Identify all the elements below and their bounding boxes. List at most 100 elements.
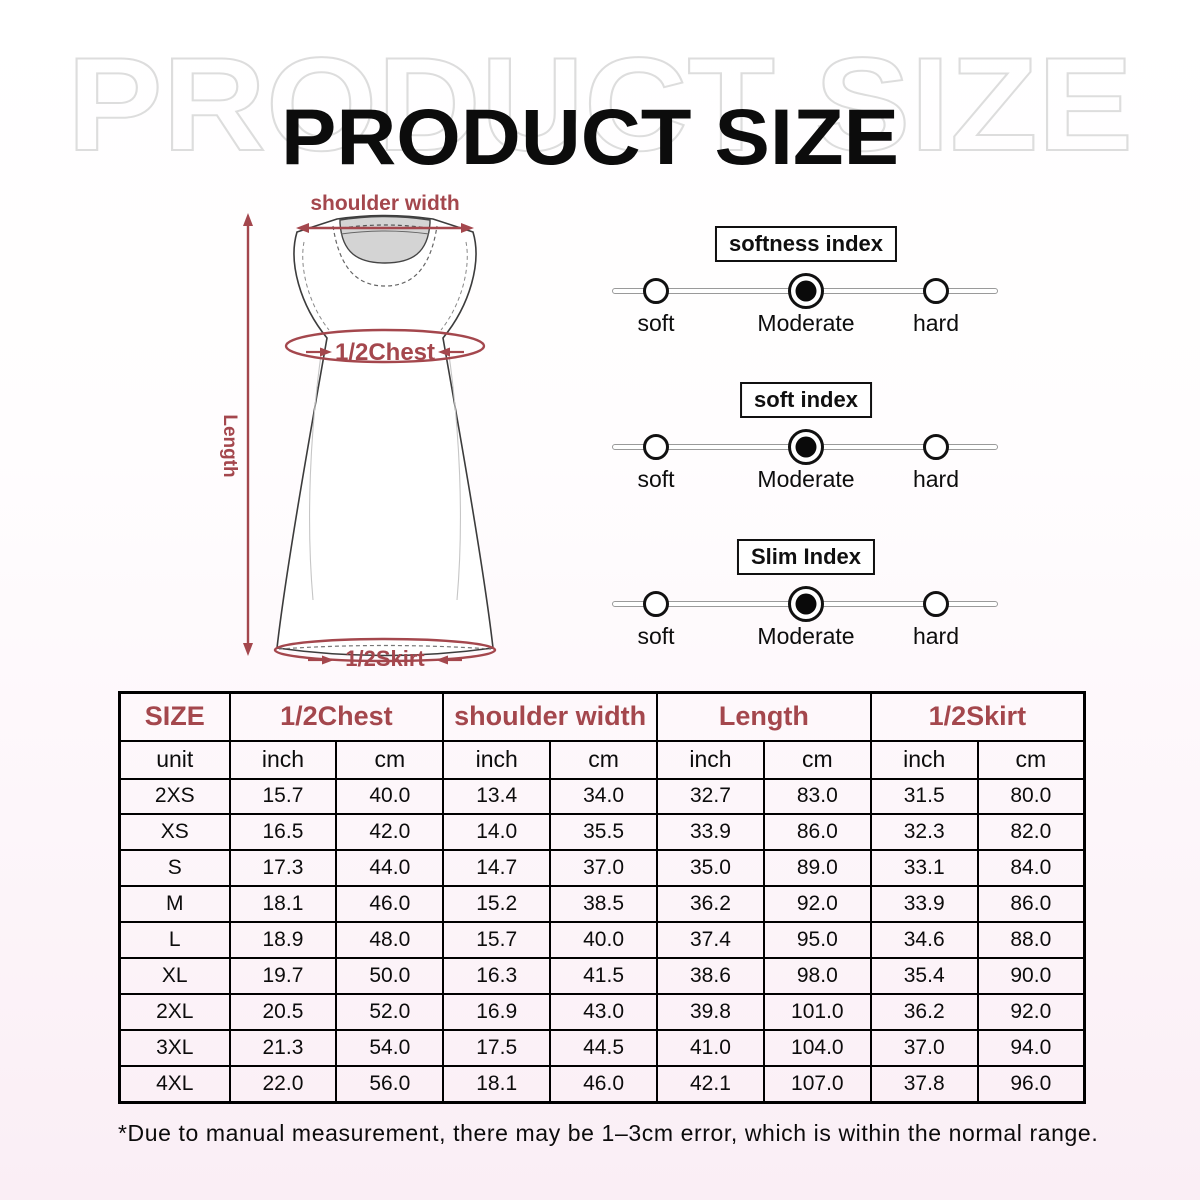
value-cell: 89.0 (762, 849, 872, 888)
slider-title-box: softness index (714, 226, 898, 262)
value-cell: 104.0 (762, 1028, 872, 1067)
value-cell: 15.7 (442, 921, 552, 960)
value-cell: 37.8 (869, 1064, 979, 1104)
value-cell: 40.0 (549, 921, 658, 960)
value-cell: 35.0 (656, 849, 765, 888)
value-cell: 42.0 (335, 813, 445, 852)
value-cell: 33.1 (869, 849, 979, 888)
value-cell: 16.9 (442, 993, 552, 1031)
slider-title-box: soft index (740, 382, 872, 418)
value-cell: 82.0 (976, 813, 1086, 852)
value-cell: 101.0 (762, 993, 872, 1031)
drape-line-left (309, 347, 323, 601)
value-cell: 42.1 (656, 1064, 765, 1104)
armhole-stitch-right (440, 241, 468, 331)
armhole-stitch-left (302, 241, 330, 331)
value-cell: 33.9 (869, 885, 979, 924)
value-cell: 13.4 (442, 777, 552, 816)
option-label-hard: hard (912, 466, 960, 492)
value-cell: 21.3 (228, 1028, 338, 1067)
unit-cell: inch (442, 739, 552, 780)
slider-dot-hard (923, 434, 949, 460)
value-cell: 16.5 (228, 813, 338, 852)
value-cell: 44.5 (549, 1028, 658, 1067)
dress-outline (276, 214, 494, 657)
page-title-ghost: PRODUCT SIZE (67, 31, 1133, 179)
measurement-footnote: *Due to manual measurement, there may be… (118, 1120, 1099, 1146)
value-cell: 14.0 (442, 813, 552, 852)
slider-dot-soft (643, 591, 669, 617)
value-cell: 83.0 (762, 777, 872, 816)
group-header: 1/2Skirt (869, 691, 1086, 742)
value-cell: 22.0 (228, 1064, 338, 1104)
value-cell: 19.7 (228, 957, 338, 996)
value-cell: 38.5 (549, 885, 658, 924)
size-col-header: SIZE (118, 691, 231, 742)
back-collar-dash (341, 224, 429, 229)
value-cell: 18.1 (442, 1064, 552, 1104)
table-header-row: SIZE 1/2Chest shoulder width Length 1/2Skirt (118, 691, 1086, 742)
value-cell: 41.5 (549, 957, 658, 996)
value-cell: 98.0 (762, 957, 872, 996)
value-cell: 15.2 (442, 885, 552, 924)
value-cell: 38.6 (656, 957, 765, 996)
value-cell: 41.0 (656, 1028, 765, 1067)
value-cell: 92.0 (762, 885, 872, 924)
value-cell: 86.0 (762, 813, 872, 852)
length-label: Length (219, 414, 240, 478)
half-chest-label: 1/2Chest (334, 339, 436, 366)
value-cell: 37.0 (549, 849, 658, 888)
value-cell: 52.0 (335, 993, 445, 1031)
value-cell: 56.0 (335, 1064, 445, 1104)
slider-title-box: Slim Index (736, 539, 876, 575)
unit-cell: inch (869, 739, 979, 780)
value-cell: 18.9 (228, 921, 338, 960)
value-cell: 95.0 (762, 921, 872, 960)
unit-cell: inch (656, 739, 765, 780)
unit-cell: inch (228, 739, 338, 780)
value-cell: 39.8 (656, 993, 765, 1031)
value-cell: 14.7 (442, 849, 552, 888)
value-cell: 96.0 (976, 1064, 1086, 1104)
table-row: XL 19.7 50.0 16.3 41.5 38.6 98.0 35.4 90.0 (118, 957, 1086, 996)
half-skirt-label: 1/2Skirt (345, 646, 425, 671)
unit-label-cell: unit (118, 739, 231, 780)
value-cell: 16.3 (442, 957, 552, 996)
table-row: L 18.9 48.0 15.7 40.0 37.4 95.0 34.6 88.0 (118, 921, 1086, 960)
value-cell: 90.0 (976, 957, 1086, 996)
value-cell: 94.0 (976, 1028, 1086, 1067)
value-cell: 17.3 (228, 849, 338, 888)
value-cell: 43.0 (549, 993, 658, 1031)
page-title: PRODUCT SIZE (281, 92, 899, 181)
shoulder-width-arrow (296, 223, 474, 233)
slim-index-slider: Slim Index soft Moderate hard (600, 539, 1010, 671)
softness-index-slider: softness index soft Moderate hard (600, 226, 1010, 358)
table-row: 2XS 15.7 40.0 13.4 34.0 32.7 83.0 31.5 80.0 (118, 777, 1086, 816)
option-label-moderate: Moderate (757, 310, 855, 336)
value-cell: 107.0 (762, 1064, 872, 1104)
slider-dot-moderate-selected (788, 429, 824, 465)
value-cell: 34.0 (549, 777, 658, 816)
table-row: 3XL 21.3 54.0 17.5 44.5 41.0 104.0 37.0 94.0 (118, 1028, 1086, 1067)
option-label-moderate: Moderate (757, 623, 855, 649)
slider-dot-soft (643, 278, 669, 304)
size-cell: XL (118, 957, 231, 996)
option-label-moderate: Moderate (757, 466, 855, 492)
value-cell: 33.9 (656, 813, 765, 852)
table-row: 2XL 20.5 52.0 16.9 43.0 39.8 101.0 36.2 92.0 (118, 993, 1086, 1031)
value-cell: 36.2 (656, 885, 765, 924)
slider-dot-soft (643, 434, 669, 460)
value-cell: 48.0 (335, 921, 445, 960)
value-cell: 18.1 (228, 885, 338, 924)
value-cell: 50.0 (335, 957, 445, 996)
size-table-section: SIZE 1/2Chest shoulder width Length 1/2Skirt… (118, 691, 1086, 1104)
back-collar-line (340, 230, 430, 235)
value-cell: 36.2 (869, 993, 979, 1031)
value-cell: 17.5 (442, 1028, 552, 1067)
value-cell: 31.5 (869, 777, 979, 816)
unit-cell: cm (976, 739, 1086, 780)
value-cell: 80.0 (976, 777, 1086, 816)
value-cell: 20.5 (228, 993, 338, 1031)
slider-dot-moderate-selected (788, 273, 824, 309)
